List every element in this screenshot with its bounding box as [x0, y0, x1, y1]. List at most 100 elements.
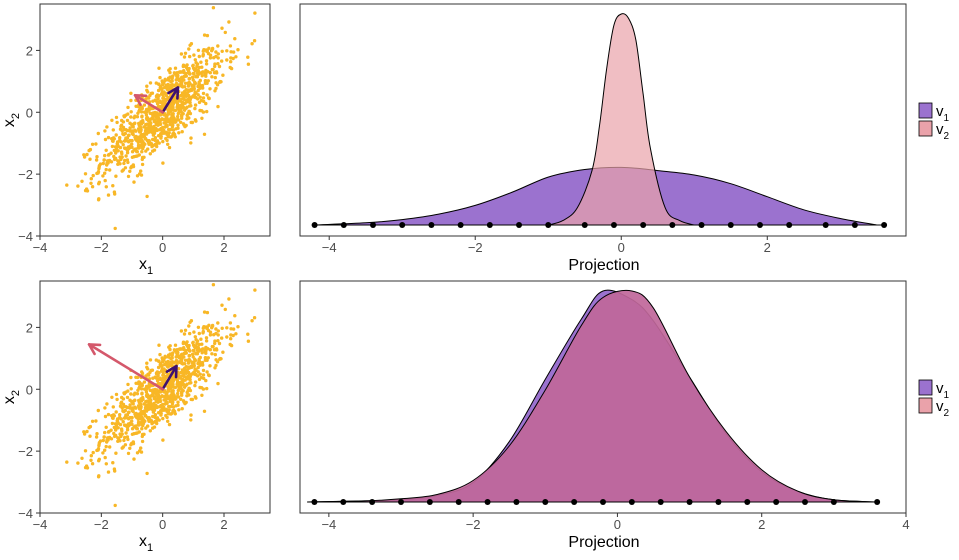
scatter-point [219, 80, 223, 84]
scatter-point [201, 70, 205, 74]
scatter-point [114, 423, 119, 427]
scatter-point [190, 75, 195, 80]
scatter-point [129, 387, 133, 391]
scatter-point [108, 168, 112, 172]
scatter-point [155, 128, 159, 133]
x-tick-label: 2 [764, 240, 771, 255]
scatter-point [119, 124, 123, 128]
scatter-point [112, 154, 116, 159]
scatter-point [179, 52, 184, 56]
x-tick-label: −4 [33, 517, 48, 532]
scatter-point [122, 438, 126, 443]
scatter-point [179, 390, 184, 394]
scatter-point [185, 382, 189, 386]
scatter-point [195, 71, 200, 76]
scatter-point [181, 399, 186, 403]
scatter-point [96, 408, 101, 413]
scatter-point [154, 94, 159, 98]
scatter-point [179, 397, 183, 401]
scatter-point [126, 389, 130, 393]
scatter-point [94, 158, 99, 162]
scatter-point [225, 326, 229, 330]
arrow-v2-head [133, 93, 148, 107]
scatter-point [180, 93, 185, 97]
scatter-point [191, 340, 195, 344]
scatter-point [97, 443, 101, 448]
scatter-point [214, 81, 218, 85]
scatter-point [161, 438, 165, 442]
scatter-point [153, 419, 158, 424]
rug-point [516, 222, 523, 228]
scatter-point [106, 436, 110, 440]
scatter-point [162, 90, 166, 94]
rug-point [426, 499, 433, 505]
scatter-point [168, 404, 173, 409]
scatter-point [188, 374, 192, 379]
x-tick-label: 0 [614, 517, 621, 532]
scatter-point [198, 372, 202, 376]
scatter-point [119, 401, 123, 405]
scatter-point [85, 429, 89, 434]
scatter-point [169, 356, 173, 361]
scatter-point [189, 42, 194, 46]
scatter-point [252, 316, 257, 320]
scatter-point [193, 90, 197, 94]
scatter-point [220, 26, 224, 30]
scatter-point [127, 410, 131, 414]
scatter-point [134, 381, 138, 385]
scatter-point [178, 384, 182, 388]
scatter-point [205, 109, 209, 114]
scatter-point [216, 44, 220, 48]
scatter-point [133, 424, 138, 428]
scatter-point [153, 136, 158, 140]
scatter-point [179, 329, 184, 333]
scatter-point [127, 423, 131, 427]
scatter-point [106, 412, 111, 417]
scatter-point [138, 398, 142, 403]
scatter-point [169, 360, 173, 364]
rug-point [311, 499, 318, 505]
scatter-point [122, 416, 127, 420]
scatter-point [196, 97, 200, 101]
scatter-point [220, 303, 224, 307]
scatter-point [216, 52, 220, 56]
scatter-point [192, 330, 196, 334]
scatter-point [206, 96, 211, 100]
scatter-point [233, 37, 237, 41]
scatter-point [159, 134, 163, 139]
scatter-point [128, 129, 132, 133]
scatter-point [234, 332, 238, 336]
scatter-point [169, 83, 173, 87]
scatter-point [147, 119, 151, 123]
scatter-point [142, 103, 147, 107]
scatter-point [114, 451, 118, 455]
scatter-point [214, 50, 218, 54]
scatter-point [139, 127, 143, 132]
scatter-point [132, 129, 137, 133]
scatter-point [136, 423, 140, 427]
scatter-point [161, 161, 165, 165]
scatter-point [109, 437, 114, 441]
rug-point [455, 499, 462, 505]
scatter-point [150, 112, 155, 117]
scatter-point [125, 435, 130, 439]
scatter-point [83, 449, 88, 453]
scatter-point [195, 62, 200, 66]
scatter-point [198, 363, 202, 367]
scatter-point [134, 104, 138, 109]
scatter-point [185, 113, 189, 118]
scatter-point [214, 70, 219, 74]
scatter-point [138, 121, 142, 126]
scatter-point [189, 418, 193, 422]
scatter-point [153, 142, 158, 147]
rug-point [398, 499, 404, 505]
rug-point [571, 499, 578, 505]
scatter-point [94, 142, 98, 146]
scatter-point [112, 425, 117, 430]
scatter-point [177, 408, 181, 412]
scatter-point [198, 83, 202, 87]
scatter-point [196, 88, 200, 93]
scatter-point [94, 435, 99, 439]
legend-key-2 [918, 120, 933, 137]
